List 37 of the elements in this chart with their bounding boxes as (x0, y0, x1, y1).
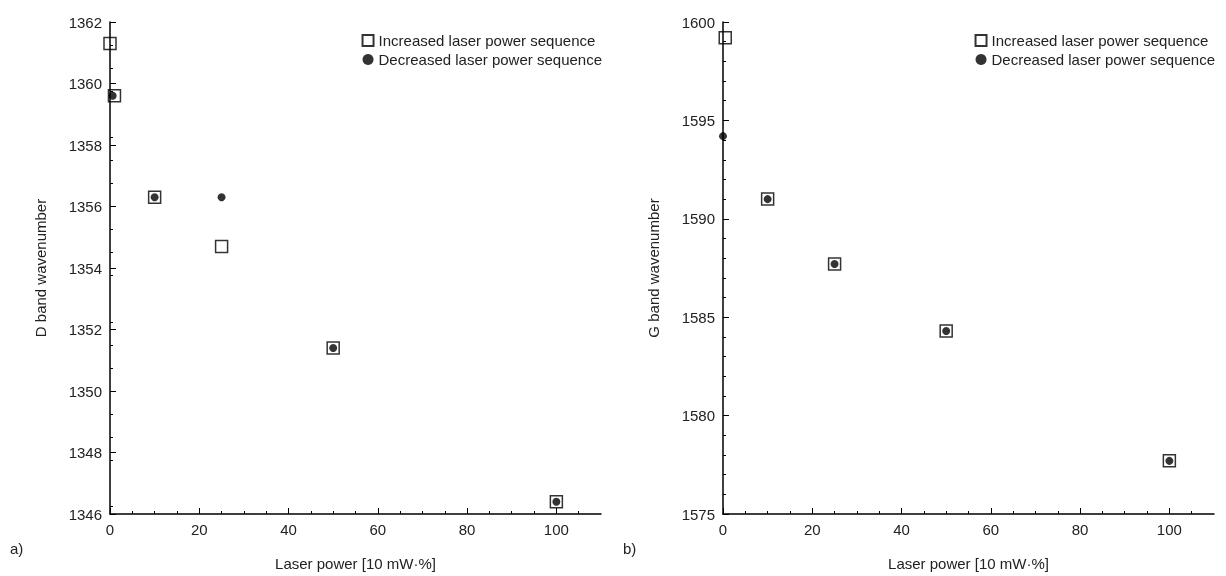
y-tick-label: 1350 (68, 382, 102, 400)
x-tick-label: 100 (543, 521, 569, 538)
y-tick-label: 1590 (681, 210, 715, 228)
legend-label: Increased laser power sequence (991, 32, 1209, 49)
x-tick-label: 60 (982, 521, 1000, 538)
text: a) (10, 540, 24, 557)
x-tick-label: 60 (369, 521, 387, 538)
legend-label: Decreased laser power sequence (378, 51, 603, 68)
y-tick-label: 1595 (681, 111, 715, 129)
text: b) (623, 540, 637, 557)
y-tick-label: 1358 (68, 136, 102, 154)
x-axis-title: Laser power [10 mW·%] (888, 555, 1049, 572)
y-tick-label: 1360 (68, 75, 102, 92)
y-tick-label: 1354 (68, 259, 102, 277)
x-tick-label: 0 (105, 521, 115, 538)
legend-label: Decreased laser power sequence (991, 51, 1216, 68)
x-tick-label: 80 (1071, 521, 1089, 538)
y-tick-label: 1600 (681, 13, 715, 31)
x-tick-label: 0 (718, 521, 728, 538)
y-tick-label: 1362 (68, 13, 102, 31)
y-tick-label: 1348 (68, 444, 102, 461)
x-tick-label: 20 (803, 521, 821, 538)
legend-label: Increased laser power sequence (378, 32, 596, 49)
y-axis-title: G band wavenumber (645, 198, 662, 338)
x-tick-label: 20 (190, 521, 208, 538)
y-axis-title: D band wavenumber (32, 198, 49, 338)
y-tick-label: 1575 (681, 505, 715, 523)
y-tick-label: 1585 (681, 308, 715, 326)
x-tick-label: 100 (1156, 521, 1182, 538)
y-tick-label: 1346 (68, 505, 102, 523)
y-tick-label: 1356 (68, 198, 102, 215)
x-axis-title: Laser power [10 mW·%] (275, 555, 436, 572)
x-tick-label: 80 (458, 521, 476, 538)
y-tick-label: 1352 (68, 321, 102, 338)
x-tick-label: 40 (893, 521, 910, 538)
y-tick-label: 1580 (681, 407, 715, 425)
x-tick-label: 40 (280, 521, 297, 538)
